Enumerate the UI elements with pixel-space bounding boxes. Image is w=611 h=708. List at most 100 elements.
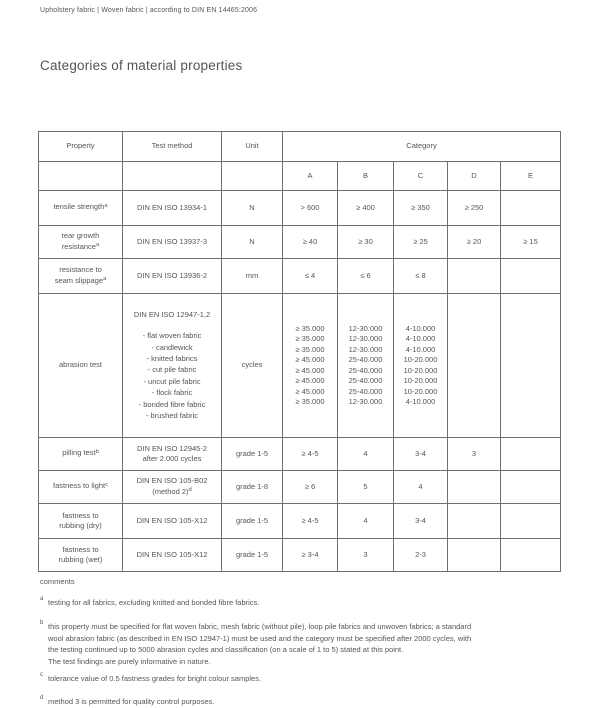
category-e-value — [499, 190, 562, 226]
category-b-value: 4 — [337, 503, 394, 539]
test-method: DIN EN ISO 13937-3 — [122, 225, 222, 259]
category-e-value — [499, 293, 562, 438]
unit-value: mm — [221, 258, 283, 294]
property-name: pilling testb — [38, 437, 123, 471]
table-row-fastness-light: fastness to lightc DIN EN ISO 105-B02 (m… — [38, 470, 562, 504]
col-header-cat-e: E — [499, 161, 562, 191]
unit-value: cycles — [221, 293, 283, 438]
category-d-value — [447, 470, 501, 504]
abrasion-method-title: DIN EN ISO 12947-1,2 — [133, 309, 211, 319]
abrasion-fabric-list: - flat woven fabric - candlewick - knitt… — [138, 331, 206, 420]
test-method: DIN EN ISO 105-X12 — [122, 538, 222, 572]
category-e-value — [499, 470, 562, 504]
category-e-value — [499, 437, 562, 471]
col-header-cat-a: A — [282, 161, 338, 191]
category-c-value: 3-4 — [393, 503, 448, 539]
col-header-unit: Unit — [221, 131, 283, 162]
category-a-value: ≥ 4-5 — [282, 503, 338, 539]
table-row-seam-slippage: resistance to seam slippagea DIN EN ISO … — [38, 258, 562, 294]
col-header-category: Category — [281, 131, 562, 162]
comments-title: comments — [40, 577, 75, 586]
property-name: fastness to lightc — [38, 470, 123, 504]
property-name: fastness to rubbing (wet) — [38, 538, 123, 572]
footnote-c: c tolerance value of 0.5 fastness grades… — [40, 672, 562, 684]
footnote-marker: c — [40, 672, 43, 679]
test-method: DIN EN ISO 13934-1 — [122, 190, 222, 226]
unit-value: N — [221, 225, 283, 259]
comments-section: comments a testing for all fabrics, excl… — [40, 577, 562, 708]
col-header-cat-b: B — [337, 161, 394, 191]
empty-cell — [38, 161, 123, 191]
footnote-a: a testing for all fabrics, excluding kni… — [40, 596, 562, 608]
category-b-value: 12-30.000 12-30.000 12-30.000 25-40.000 … — [337, 293, 394, 438]
footnote-text: tolerance value of 0.5 fastness grades f… — [48, 674, 262, 684]
category-d-value — [447, 293, 501, 438]
property-name: fastness to rubbing (dry) — [38, 503, 123, 539]
footnote-d: d method 3 is permitted for quality cont… — [40, 695, 562, 707]
footnote-marker: c — [105, 481, 109, 488]
table-row-rubbing-dry: fastness to rubbing (dry) DIN EN ISO 105… — [38, 503, 562, 539]
property-name: resistance to seam slippagea — [38, 258, 123, 294]
unit-value: grade 1-8 — [221, 470, 283, 504]
test-method: DIN EN ISO 105-X12 — [122, 503, 222, 539]
category-b-value: 3 — [337, 538, 394, 572]
test-method: DIN EN ISO 12947-1,2 - flat woven fabric… — [122, 293, 222, 438]
col-header-test-method: Test method — [122, 131, 222, 162]
category-b-value: 5 — [337, 470, 394, 504]
footnote-text: method 3 is permitted for quality contro… — [48, 697, 215, 707]
col-header-property: Property — [38, 131, 123, 162]
property-name: tensile strengtha — [38, 190, 123, 226]
unit-value: grade 1-5 — [221, 503, 283, 539]
category-a-value: ≥ 6 — [282, 470, 338, 504]
footnote-marker: d — [40, 695, 44, 702]
footnote-marker: a — [104, 202, 108, 209]
category-d-value — [447, 538, 501, 572]
category-e-value — [499, 538, 562, 572]
property-name: abrasion test — [38, 293, 123, 438]
category-b-value: ≥ 30 — [337, 225, 394, 259]
category-b-value: ≥ 400 — [337, 190, 394, 226]
unit-value: N — [221, 190, 283, 226]
category-c-value: 2-3 — [393, 538, 448, 572]
unit-value: grade 1-5 — [221, 437, 283, 471]
footnote-marker: b — [95, 448, 99, 455]
table-row-rubbing-wet: fastness to rubbing (wet) DIN EN ISO 105… — [38, 538, 562, 572]
footnote-marker: a — [103, 276, 107, 282]
test-method: DIN EN ISO 105-B02 (method 2)d — [122, 470, 222, 504]
category-e-value — [499, 503, 562, 539]
footnote-marker: a — [40, 596, 44, 602]
category-b-value: 4 — [337, 437, 394, 471]
test-method: DIN EN ISO 13936-2 — [122, 258, 222, 294]
unit-value: grade 1-5 — [221, 538, 283, 572]
footnote-b: b this property must be specified for fl… — [40, 620, 562, 667]
footnote-text: this property must be specified for flat… — [48, 622, 472, 666]
category-d-value: 3 — [447, 437, 501, 471]
footnote-marker: b — [40, 620, 44, 627]
category-a-value: ≥ 4-5 — [282, 437, 338, 471]
category-a-value: ≤ 4 — [282, 258, 338, 294]
category-b-value: ≤ 6 — [337, 258, 394, 294]
table-row-abrasion-test: abrasion test DIN EN ISO 12947-1,2 - fla… — [38, 293, 562, 438]
category-c-value: 3-4 — [393, 437, 448, 471]
category-a-value: ≥ 35.000 ≥ 35.000 ≥ 35.000 ≥ 45.000 ≥ 45… — [282, 293, 338, 438]
category-c-value: 4-10.000 4-10.000 4-10.000 10-20.000 10-… — [393, 293, 448, 438]
empty-cell — [221, 161, 283, 191]
document-header-line: Upholstery fabric | Woven fabric | accor… — [40, 7, 258, 14]
table-row-tensile-strength: tensile strengtha DIN EN ISO 13934-1 N >… — [38, 190, 562, 226]
category-d-value: ≥ 20 — [447, 225, 501, 259]
table-row-pilling-test: pilling testb DIN EN ISO 12945-2 after 2… — [38, 437, 562, 471]
material-properties-table: Property Test method Unit Category A B C… — [38, 131, 562, 572]
category-d-value — [447, 258, 501, 294]
category-c-value: ≤ 8 — [393, 258, 448, 294]
category-a-value: > 600 — [282, 190, 338, 226]
category-e-value — [499, 258, 562, 294]
category-a-value: ≥ 3-4 — [282, 538, 338, 572]
category-e-value: ≥ 15 — [499, 225, 562, 259]
test-method: DIN EN ISO 12945-2 after 2.000 cycles — [122, 437, 222, 471]
footnote-marker: a — [95, 242, 100, 248]
category-d-value — [447, 503, 501, 539]
col-header-cat-c: C — [393, 161, 448, 191]
col-header-cat-d: D — [447, 161, 501, 191]
empty-cell — [122, 161, 222, 191]
category-c-value: ≥ 350 — [393, 190, 448, 226]
